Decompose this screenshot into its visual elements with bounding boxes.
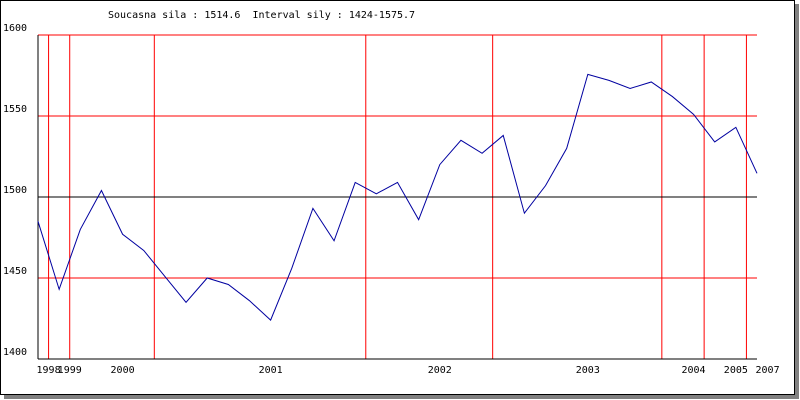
x-tick-label: 2004 (682, 365, 706, 376)
x-tick-label: 1999 (58, 365, 82, 376)
x-tick-label: 2005 (724, 365, 748, 376)
x-tick-label: 2003 (576, 365, 600, 376)
y-tick-label: 1450 (3, 266, 27, 277)
x-tick-label: 2007 (756, 365, 780, 376)
y-tick-label: 1500 (3, 185, 27, 196)
y-tick-label: 1600 (3, 23, 27, 34)
data-line (37, 73, 758, 321)
chart-title: Soucasna sila : 1514.6 Interval sily : 1… (108, 10, 415, 21)
x-tick-label: 2002 (428, 365, 452, 376)
y-tick-label: 1400 (3, 347, 27, 358)
x-tick-label: 1998 (37, 365, 61, 376)
y-tick-label: 1550 (3, 104, 27, 115)
x-tick-label: 2000 (111, 365, 135, 376)
x-tick-label: 2001 (259, 365, 283, 376)
